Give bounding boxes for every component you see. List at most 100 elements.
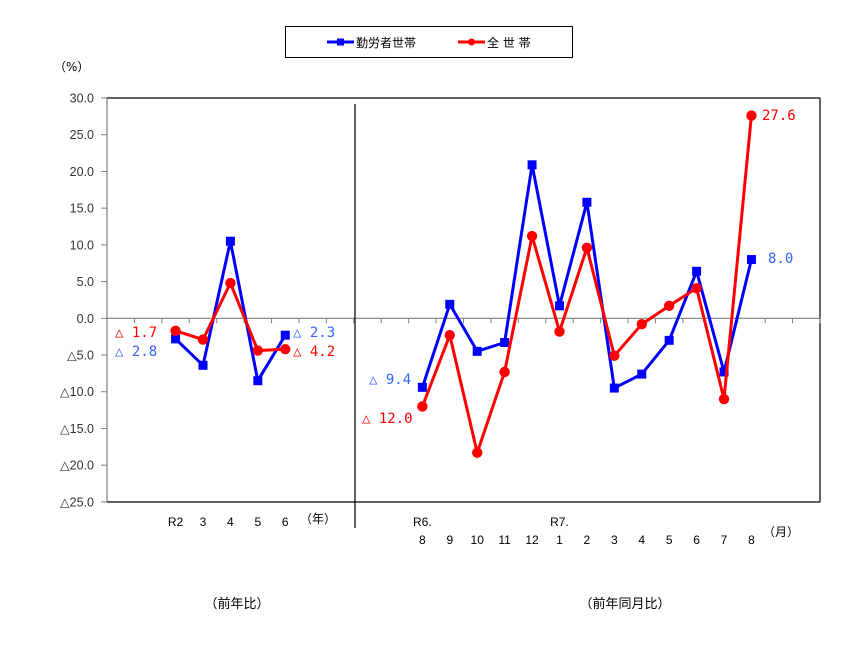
data-label: △ 2.3: [293, 325, 335, 341]
square-marker-line-icon: [327, 38, 354, 46]
square-marker: [664, 335, 674, 345]
x-tick-label: R7.: [550, 515, 569, 529]
x-tick-label: 4: [227, 515, 234, 529]
circle-marker: [746, 110, 757, 121]
series-workers-households: [171, 236, 290, 386]
y-tick-label: △25.0: [60, 495, 94, 509]
circle-marker: [225, 277, 236, 289]
data-label: △ 9.4: [369, 372, 411, 388]
y-tick-label: △5.0: [67, 349, 94, 363]
y-tick-label: 25.0: [70, 128, 94, 142]
x-tick-label: 7: [721, 533, 728, 547]
circle-marker-line-icon: [458, 38, 485, 46]
y-tick-label: △15.0: [60, 422, 94, 436]
caption-year-over-year: （前年比）: [204, 597, 270, 612]
series-all-households: [170, 277, 291, 356]
square-marker: [445, 299, 455, 309]
data-label: △ 2.8: [115, 344, 157, 360]
plot-area: [107, 97, 821, 503]
circle-marker: [609, 350, 620, 361]
circle-marker: [170, 325, 181, 336]
square-marker: [500, 338, 510, 348]
square-marker: [527, 160, 537, 170]
x-tick-label: 8: [419, 533, 426, 547]
x-tick-label: 1: [556, 533, 563, 547]
data-label: 27.6: [762, 108, 796, 124]
x-tick-label: 4: [638, 533, 645, 547]
x-tick-label: 12: [525, 533, 539, 547]
circle-marker: [197, 334, 209, 345]
x-tick-label: 6: [693, 533, 700, 547]
y-tick-label: 10.0: [70, 238, 94, 252]
circle-marker: [499, 366, 510, 378]
square-marker: [554, 301, 564, 311]
x-tick-label: 5: [666, 533, 673, 547]
y-tick-label: △20.0: [60, 459, 94, 473]
circle-marker: [444, 329, 455, 341]
data-label: △ 1.7: [115, 325, 157, 341]
x-tick-label: 5: [254, 515, 261, 529]
y-tick-label: 15.0: [70, 202, 94, 216]
circle-marker: [636, 318, 647, 330]
x-tick-label: R2: [168, 515, 184, 529]
circle-marker: [581, 242, 593, 254]
circle-marker: [691, 282, 702, 294]
data-label: △ 12.0: [362, 411, 413, 427]
circle-marker: [554, 326, 565, 337]
legend-label: 全 世 帯: [487, 35, 531, 50]
y-axis-unit-label: （%）: [54, 60, 90, 74]
series-workers-households: [417, 160, 756, 393]
y-tick-label: 5.0: [77, 275, 94, 289]
square-marker: [225, 236, 235, 246]
legend-item-all-households: 全 世 帯: [458, 27, 531, 57]
legend: 勤労者世帯 全 世 帯: [285, 26, 573, 58]
panel-year-over-year: R2 3 4 5 6 （年） △ 1.7 △ 2.8 △ 2.3 △ 4.2: [115, 236, 336, 529]
data-label: 8.0: [768, 251, 793, 267]
y-tick-label: 0.0: [77, 312, 94, 326]
x-unit-label: （年）: [300, 512, 336, 526]
square-marker: [746, 255, 756, 265]
square-marker: [171, 334, 181, 344]
square-marker: [692, 266, 702, 276]
square-marker: [719, 367, 729, 377]
x-tick-label: 2: [584, 533, 591, 547]
y-tick-label: △10.0: [60, 385, 94, 399]
circle-marker: [252, 345, 264, 356]
x-unit-label: （月）: [763, 525, 799, 539]
square-marker: [609, 383, 619, 393]
y-tick-label: 30.0: [70, 92, 94, 106]
y-tick-label: 20.0: [70, 165, 94, 179]
series-line: [175, 281, 286, 353]
series-line: [174, 239, 287, 383]
circle-marker: [280, 343, 291, 355]
square-marker: [582, 197, 592, 207]
x-tick-label: 10: [471, 533, 485, 547]
x-tick-label: 3: [611, 533, 618, 547]
square-marker: [253, 376, 263, 386]
legend-label: 勤労者世帯: [356, 35, 417, 50]
square-marker: [280, 330, 290, 340]
x-tick-label: R6.: [413, 515, 432, 529]
x-tick-label: 9: [446, 533, 453, 547]
square-marker: [417, 382, 427, 392]
x-tick-label: 6: [282, 515, 289, 529]
series-line: [421, 115, 753, 455]
x-tick-label: 3: [200, 515, 207, 529]
data-label: △ 4.2: [293, 344, 335, 360]
caption-month-year-over-year: （前年同月比）: [579, 597, 671, 612]
square-marker: [637, 369, 647, 379]
circle-marker: [718, 393, 730, 405]
x-tick-label: 11: [498, 533, 511, 547]
circle-marker: [526, 230, 538, 242]
circle-marker: [663, 300, 675, 312]
circle-marker: [417, 401, 428, 412]
circle-marker: [472, 447, 483, 458]
legend-item-workers-households: 勤労者世帯: [327, 27, 416, 57]
square-marker: [472, 346, 482, 356]
x-tick-label: 8: [748, 533, 755, 547]
square-marker: [198, 360, 208, 370]
series-all-households: [417, 110, 757, 458]
y-axis: 30.0 25.0 20.0 15.0 10.0 5.0 0.0 △5.0 △10.0 △15.0…: [60, 92, 108, 509]
